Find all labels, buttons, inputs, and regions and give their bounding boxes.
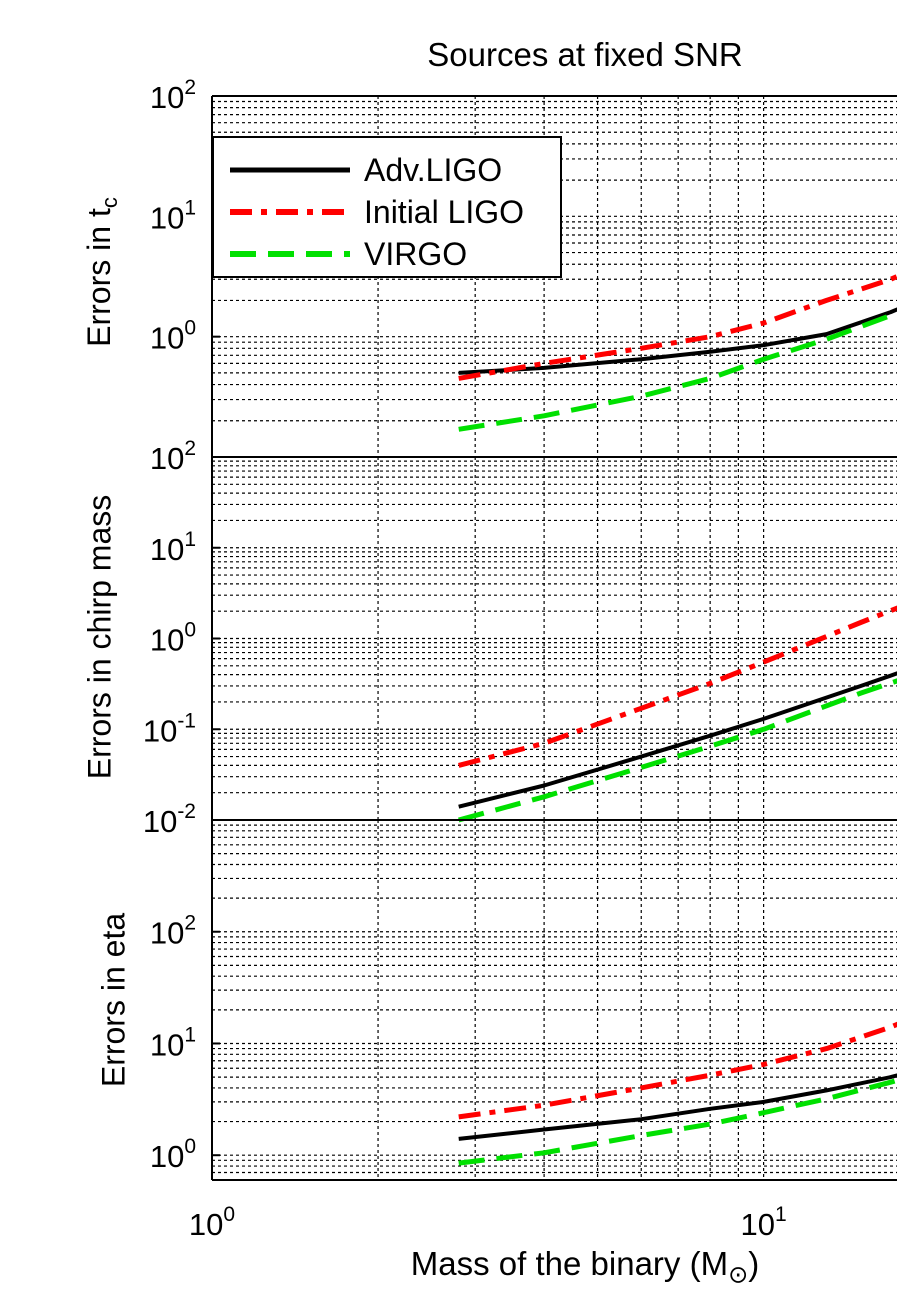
x-tick-label: 101 bbox=[741, 1203, 787, 1242]
x-tick-label: 100 bbox=[189, 1203, 235, 1242]
y-tick-label: 10-2 bbox=[143, 800, 196, 839]
chart-title: Sources at fixed SNR bbox=[427, 36, 743, 73]
y-tick-label: 100 bbox=[150, 1135, 196, 1174]
legend: Adv.LIGO Initial LIGO VIRGO bbox=[212, 136, 562, 278]
series-line-initial-ligo bbox=[458, 605, 897, 768]
x-axis-label: Mass of the binary (M⊙) bbox=[410, 1245, 760, 1289]
legend-label-initial-ligo: Initial LIGO bbox=[364, 194, 525, 230]
y-tick-label: 101 bbox=[150, 528, 196, 567]
series-line-virgo bbox=[458, 678, 897, 823]
legend-swatch-adv-ligo bbox=[230, 167, 350, 173]
y-tick-label: 101 bbox=[150, 1023, 196, 1062]
y-tick-label: 10-1 bbox=[143, 709, 196, 748]
y-tick-label: 101 bbox=[150, 196, 196, 235]
y-tick-label: 102 bbox=[150, 437, 196, 476]
y-tick-label: 102 bbox=[150, 912, 196, 951]
series-line-adv-ligo bbox=[458, 671, 897, 809]
legend-label-adv-ligo: Adv.LIGO bbox=[364, 152, 503, 188]
y-tick-label: 100 bbox=[150, 619, 196, 658]
legend-item-initial-ligo: Initial LIGO bbox=[214, 192, 560, 232]
series-line-adv-ligo bbox=[458, 1073, 897, 1141]
legend-swatch-initial-ligo bbox=[230, 209, 350, 215]
panel-1: 10-2 10-1 100 101 102 bbox=[143, 437, 897, 839]
legend-item-adv-ligo: Adv.LIGO bbox=[214, 150, 560, 190]
y-axis-label-eta: Errors in eta bbox=[95, 912, 132, 1088]
y-axis-label-chirp-mass: Errors in chirp mass bbox=[81, 494, 118, 780]
series-line-adv-ligo bbox=[458, 307, 897, 375]
series-line-initial-ligo bbox=[458, 1021, 897, 1120]
y-tick-label: 102 bbox=[150, 76, 196, 115]
legend-label-virgo: VIRGO bbox=[364, 236, 468, 272]
series-line-virgo bbox=[458, 310, 897, 432]
legend-swatch-virgo bbox=[230, 251, 350, 257]
legend-item-virgo: VIRGO bbox=[214, 234, 560, 274]
y-axis-label-tc: Errors in tc bbox=[80, 197, 123, 347]
panel-2: 100 101 102 bbox=[150, 819, 897, 1181]
y-tick-label: 100 bbox=[150, 317, 196, 356]
series-line-initial-ligo bbox=[458, 273, 897, 381]
